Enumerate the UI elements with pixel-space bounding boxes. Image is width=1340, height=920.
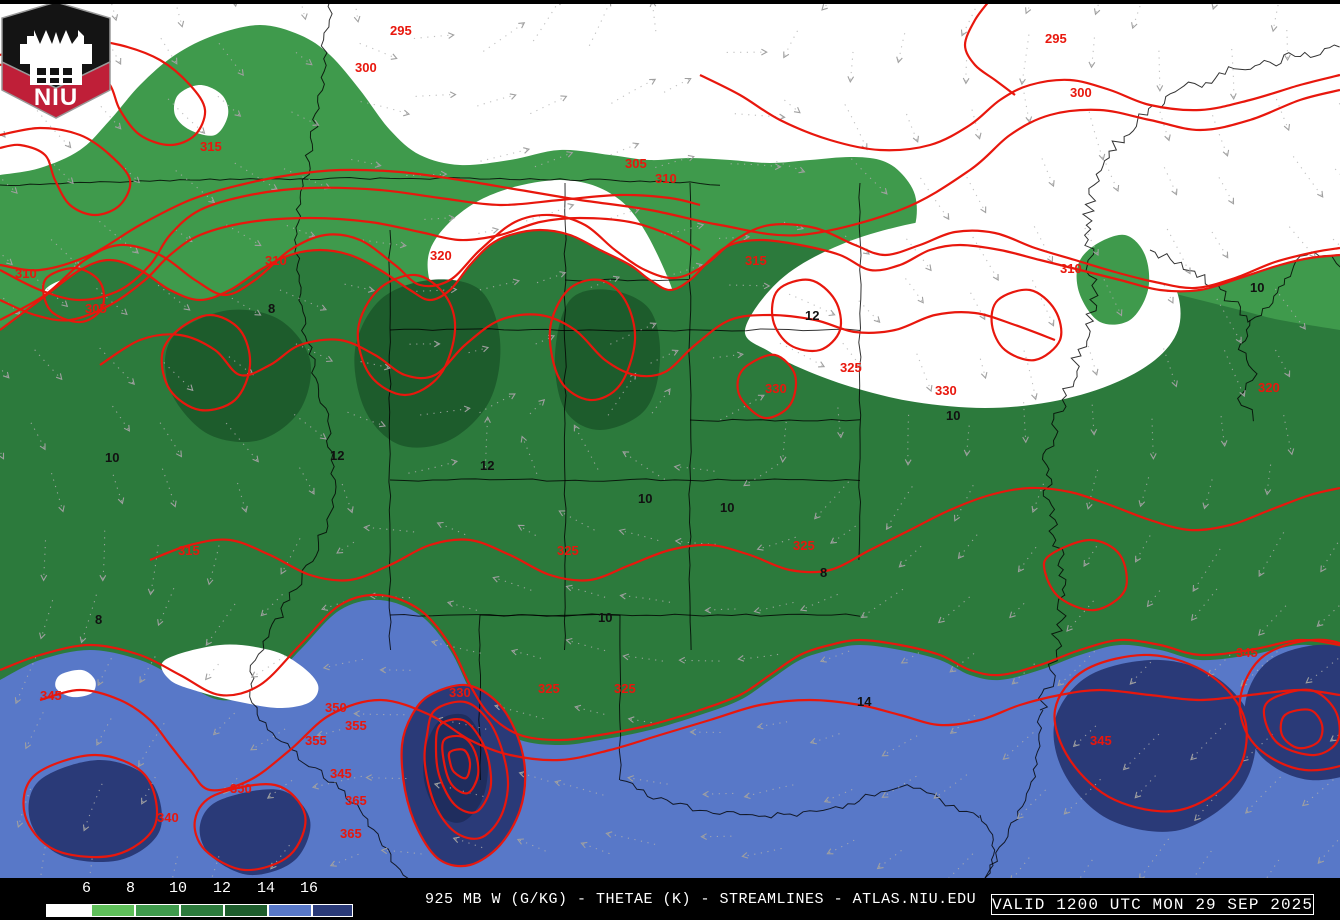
svg-text:295: 295 [1045,31,1067,46]
svg-text:10: 10 [638,491,652,506]
svg-text:NIU: NIU [34,84,78,111]
svg-text:305: 305 [85,301,107,316]
svg-text:305: 305 [625,156,647,171]
svg-text:8: 8 [95,612,102,627]
svg-text:355: 355 [345,718,367,733]
svg-text:350: 350 [230,781,252,796]
svg-text:10: 10 [105,450,119,465]
svg-text:300: 300 [1070,85,1092,100]
svg-text:10: 10 [720,500,734,515]
svg-text:325: 325 [840,360,862,375]
svg-text:365: 365 [340,826,362,841]
svg-text:325: 325 [614,681,636,696]
svg-text:350: 350 [325,700,347,715]
svg-text:330: 330 [449,685,471,700]
svg-text:345: 345 [1090,733,1112,748]
svg-text:310: 310 [655,171,677,186]
svg-text:330: 330 [765,381,787,396]
svg-text:355: 355 [305,733,327,748]
svg-text:320: 320 [430,248,452,263]
svg-text:12: 12 [330,448,344,463]
svg-text:325: 325 [538,681,560,696]
svg-text:300: 300 [355,60,377,75]
svg-text:345: 345 [330,766,352,781]
svg-text:325: 325 [557,543,579,558]
svg-text:340: 340 [157,810,179,825]
svg-text:310: 310 [15,266,37,281]
svg-text:310: 310 [265,253,287,268]
svg-text:8: 8 [820,565,827,580]
svg-text:14: 14 [857,694,872,709]
svg-text:345: 345 [40,688,62,703]
svg-text:10: 10 [598,610,612,625]
svg-text:12: 12 [805,308,819,323]
svg-text:10: 10 [1250,280,1264,295]
svg-text:12: 12 [480,458,494,473]
svg-text:345: 345 [1236,645,1258,660]
svg-text:8: 8 [268,301,275,316]
svg-text:330: 330 [935,383,957,398]
svg-text:295: 295 [390,23,412,38]
svg-text:325: 325 [793,538,815,553]
svg-text:365: 365 [345,793,367,808]
svg-text:315: 315 [745,253,767,268]
svg-text:10: 10 [946,408,960,423]
svg-text:310: 310 [1060,261,1082,276]
svg-text:315: 315 [200,139,222,154]
svg-text:315: 315 [178,543,200,558]
svg-text:320: 320 [1258,380,1280,395]
